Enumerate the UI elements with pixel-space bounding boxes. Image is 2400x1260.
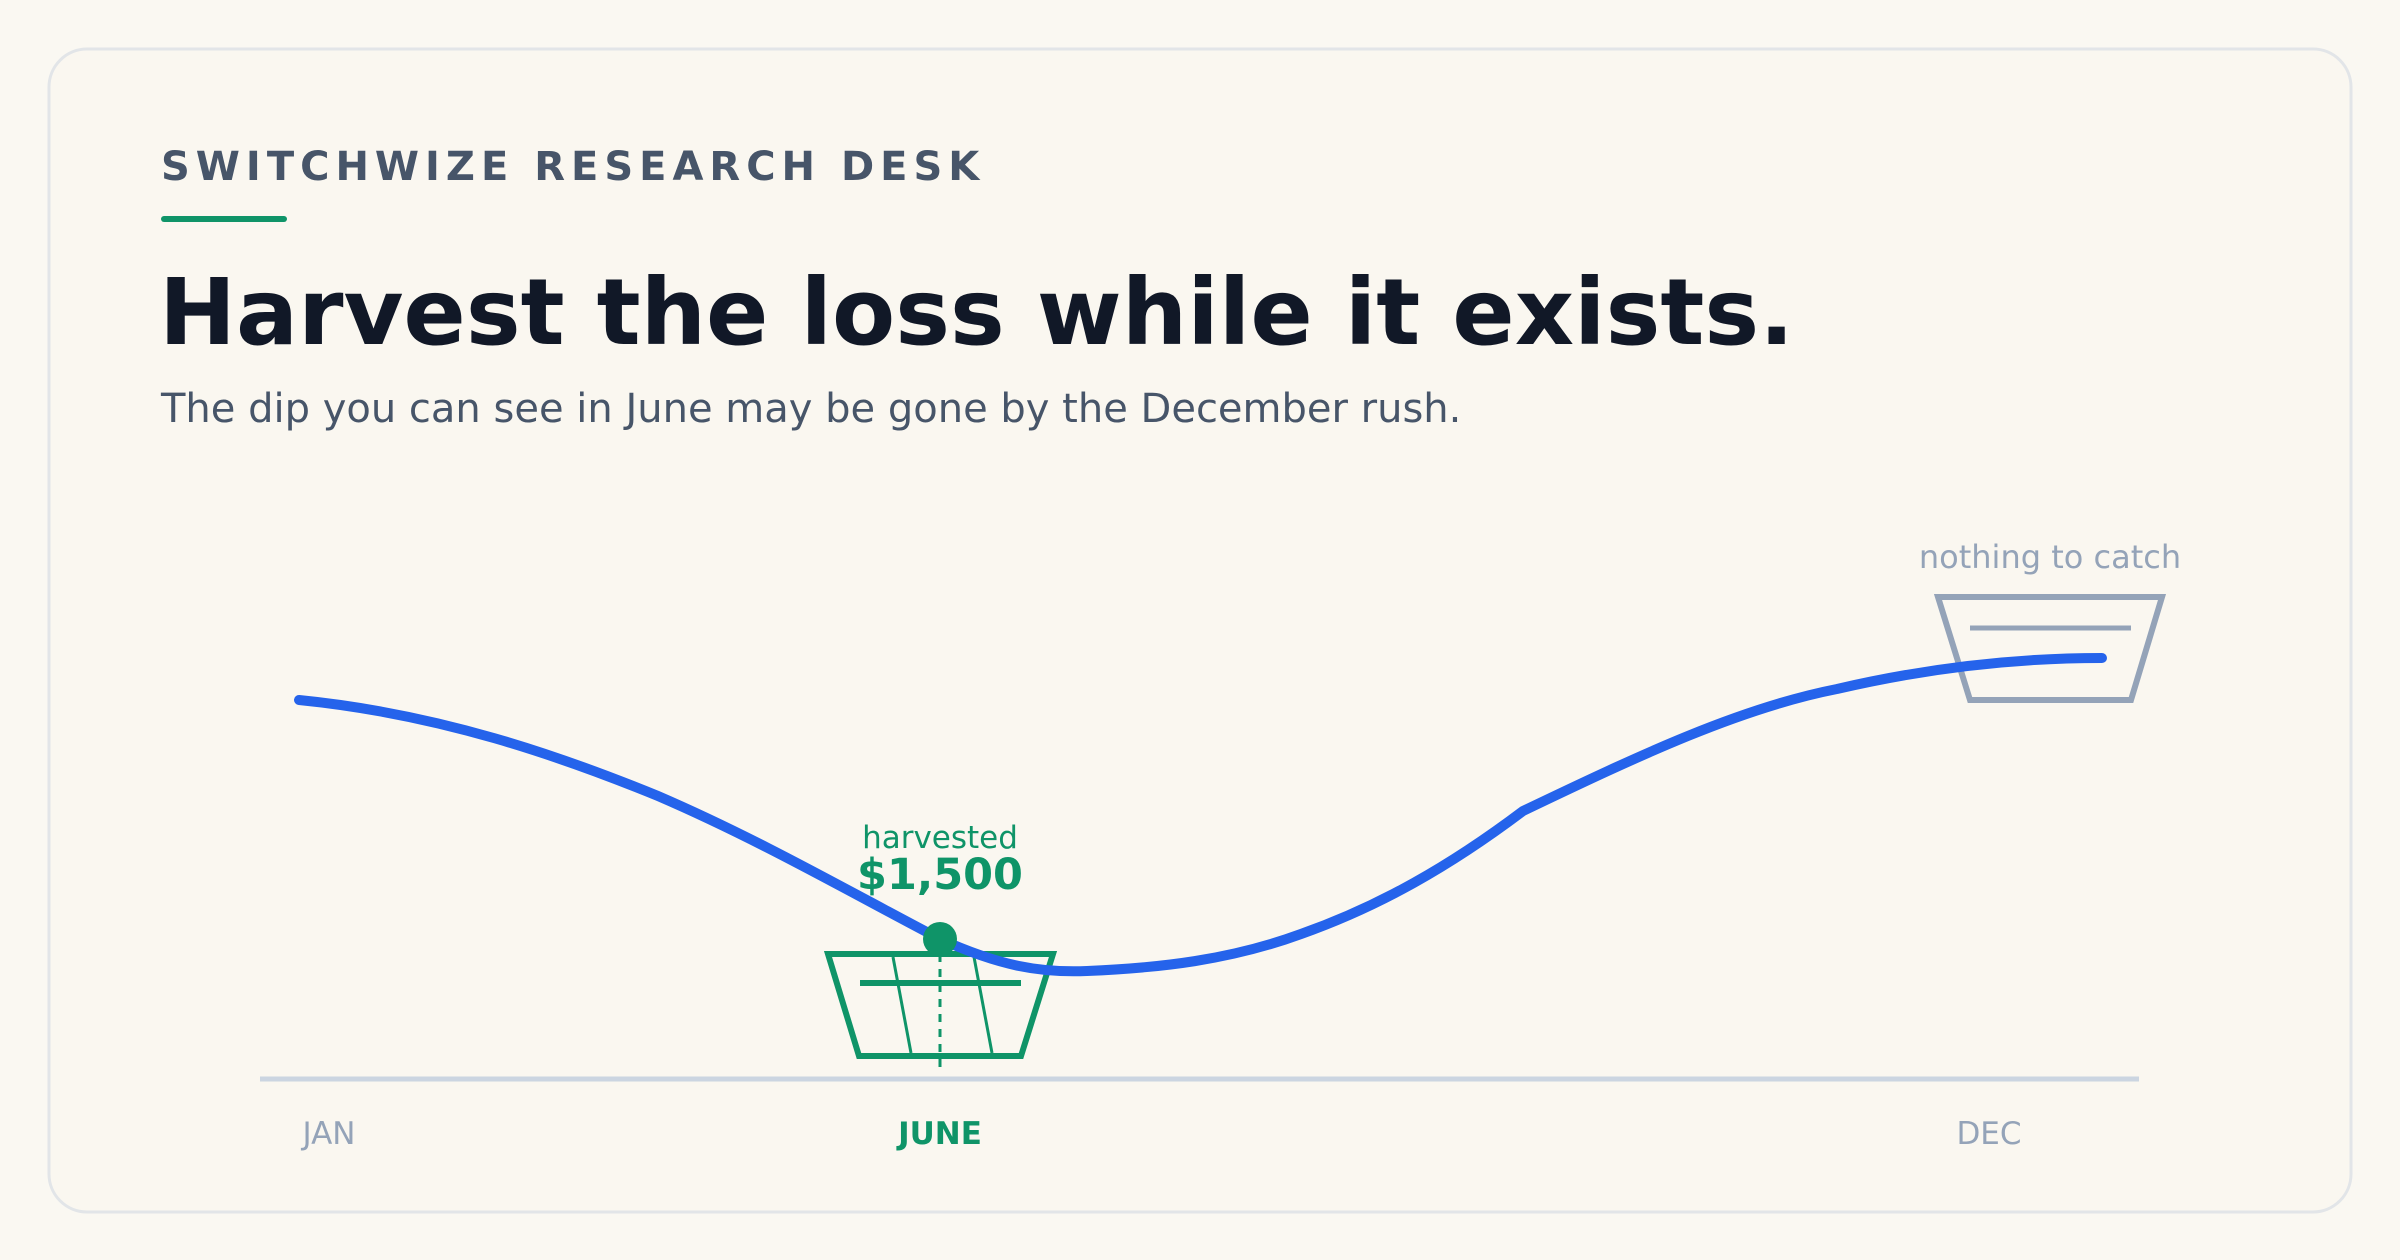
headline: Harvest the loss while it exists. [159, 259, 1794, 366]
month-label: JUNE [896, 1116, 982, 1152]
harvest-amount: $1,500 [857, 850, 1023, 900]
price-curve [294, 653, 2107, 977]
month-label: DEC [1956, 1116, 2021, 1152]
empty-label: nothing to catch [1919, 538, 2181, 576]
subtitle: The dip you can see in June may be gone … [160, 386, 1461, 432]
month-label: JAN [301, 1116, 356, 1152]
harvest-dot [923, 922, 957, 956]
eyebrow: SWITCHWIZE RESEARCH DESK [161, 144, 985, 190]
harvest-label: harvested [862, 820, 1018, 856]
eyebrow-underline [161, 216, 287, 222]
card [47, 47, 2353, 1214]
